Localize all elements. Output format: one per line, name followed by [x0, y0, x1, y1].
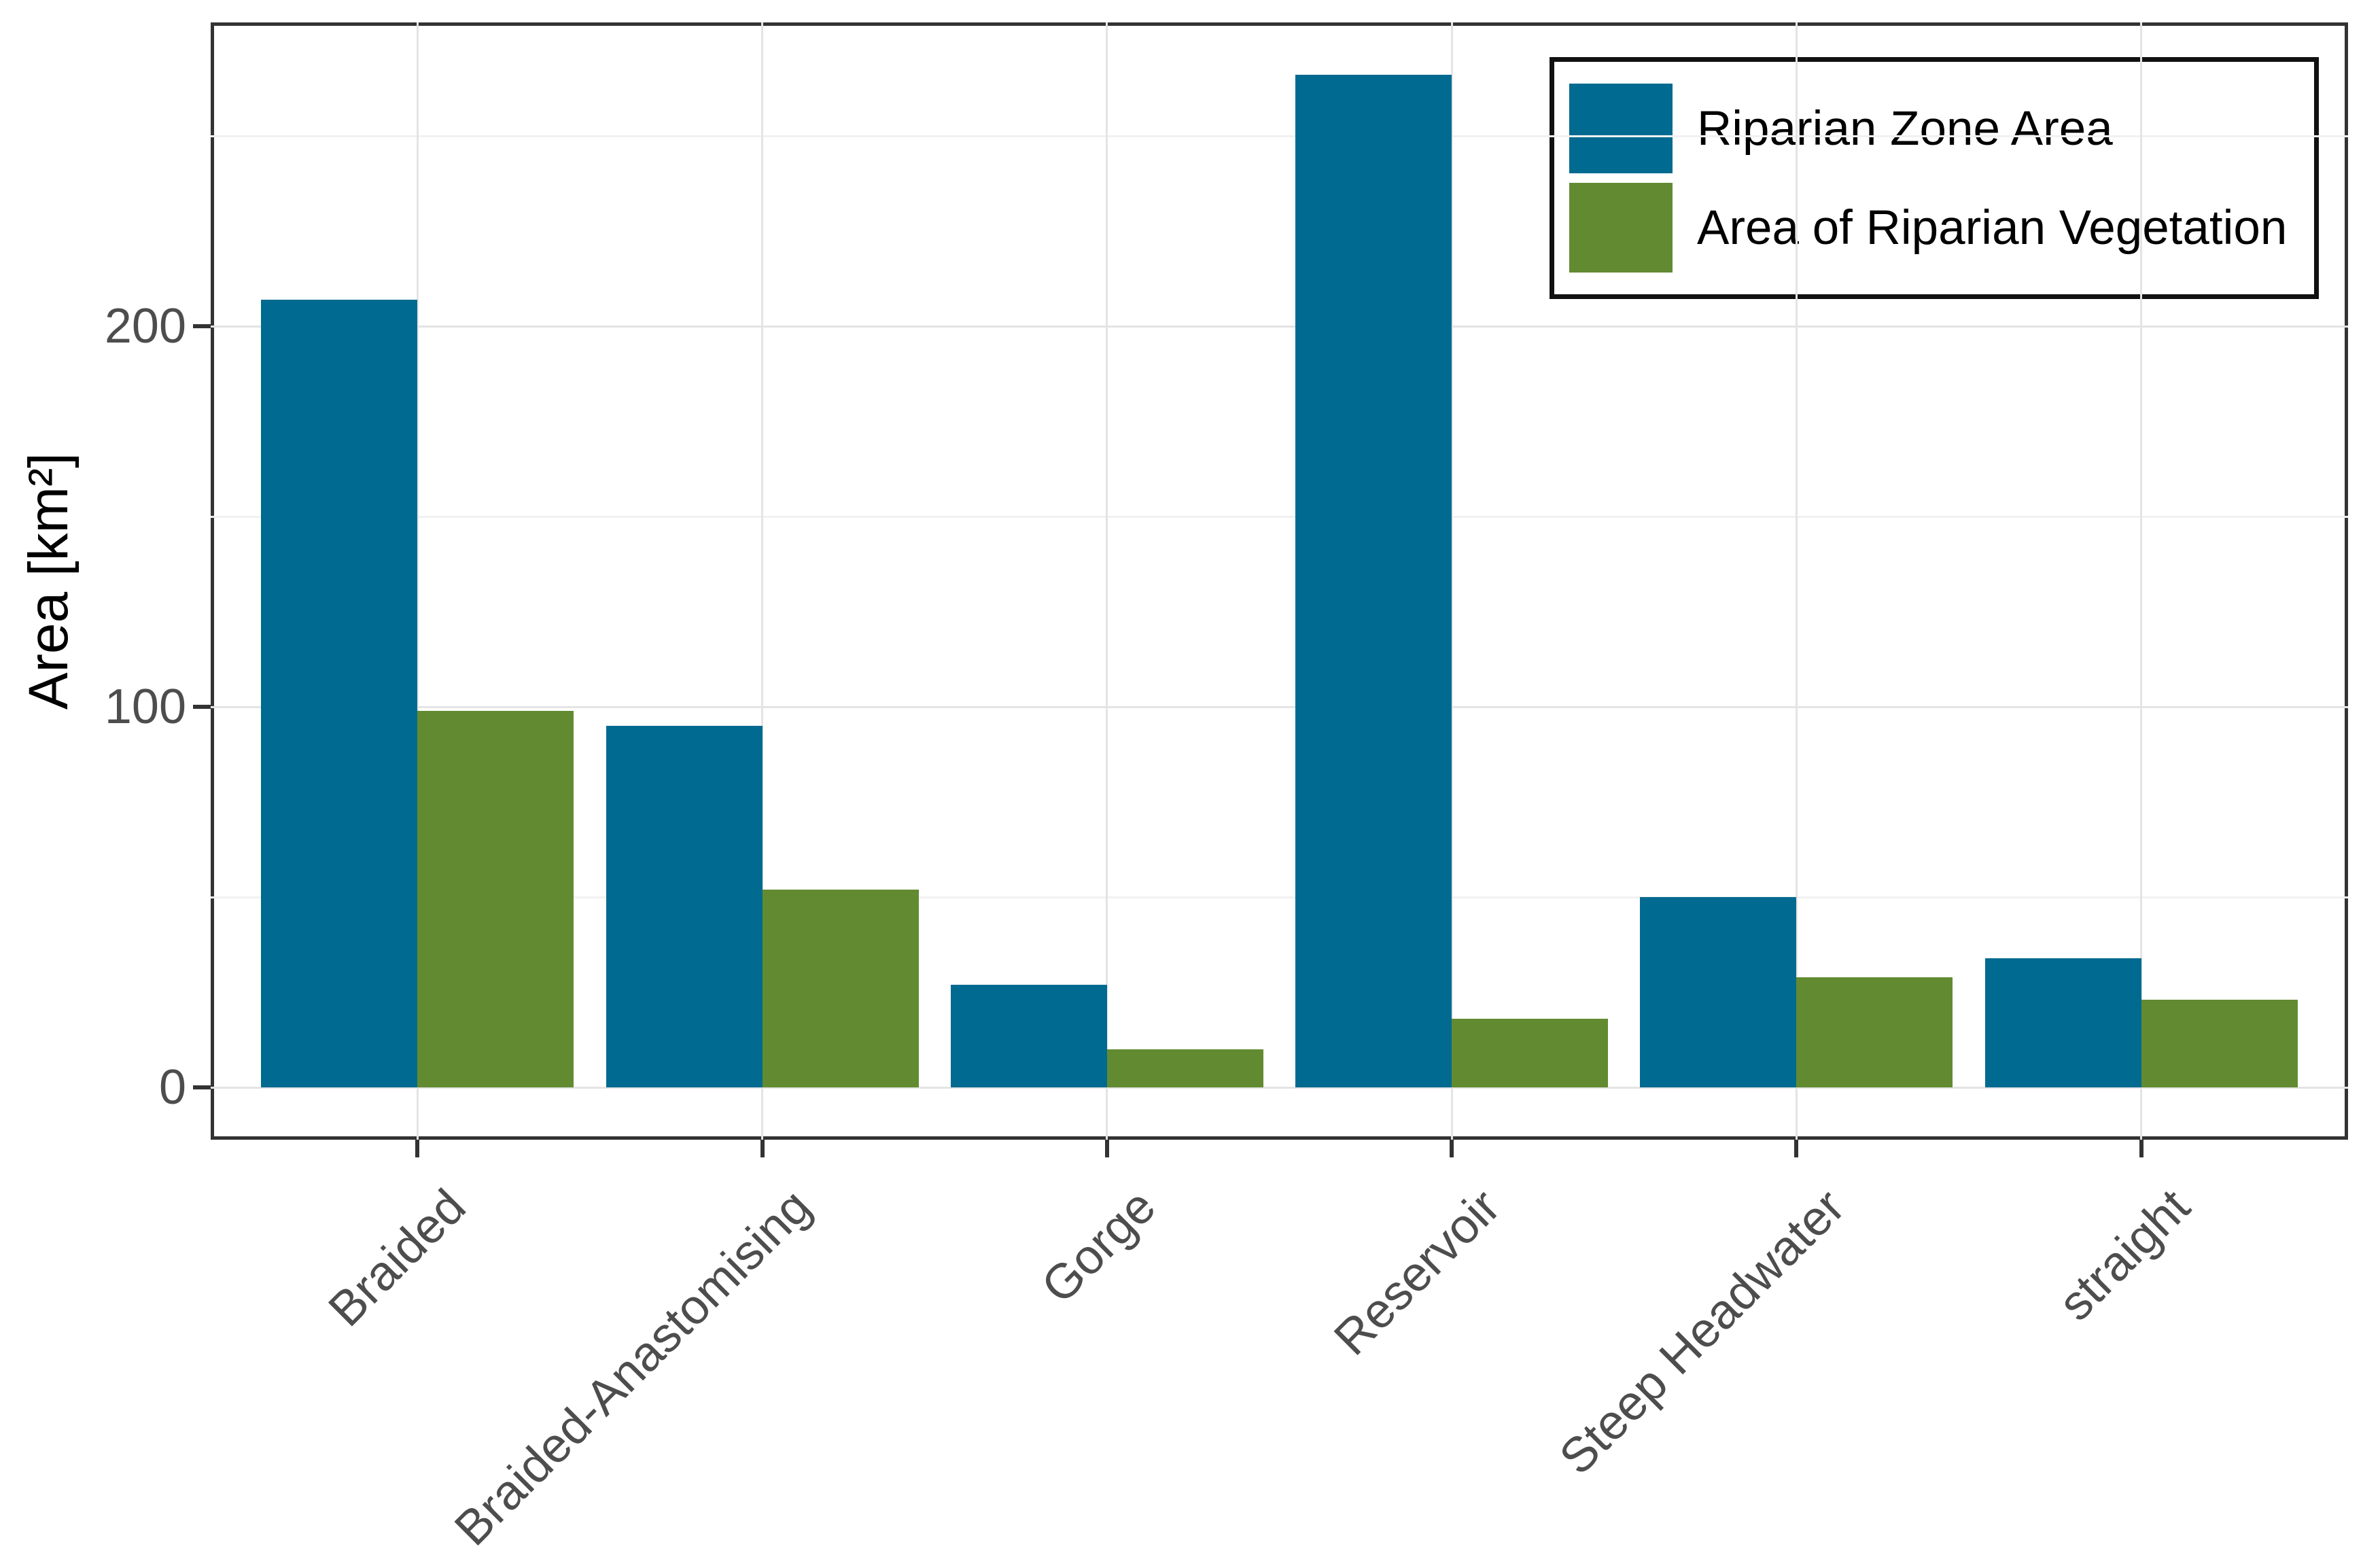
x-tick-mark [1104, 1140, 1109, 1157]
x-tick-label-Braided-Anastomising: Braided-Anastomising [444, 1179, 822, 1556]
x-tick-label-Steep Headwater: Steep Headwater [1549, 1179, 1855, 1485]
x-gridline-major [1450, 22, 1453, 1140]
x-tick-label-Reservoir: Reservoir [1324, 1179, 1511, 1366]
x-tick-label-Gorge: Gorge [1031, 1179, 1166, 1314]
y-axis-title: Area [km²] [18, 452, 80, 710]
x-gridline-major [761, 22, 764, 1140]
bar-riparian-vegetation-Steep Headwater [1796, 977, 1953, 1087]
y-gridline-major [211, 326, 2348, 328]
bar-riparian-vegetation-Gorge [1106, 1049, 1263, 1087]
x-gridline-major [2140, 22, 2143, 1140]
legend-swatch-riparian-vegetation [1569, 183, 1673, 273]
x-tick-mark [415, 1140, 420, 1157]
x-gridline-major [416, 22, 419, 1140]
legend-swatch-riparian-zone-area [1569, 84, 1673, 173]
x-tick-label-Braided: Braided [318, 1179, 476, 1337]
bar-riparian-zone-Braided-Anastomising [606, 726, 763, 1087]
bar-riparian-vegetation-Reservoir [1452, 1019, 1609, 1087]
legend: Riparian Zone Area Area of Riparian Vege… [1550, 57, 2319, 299]
x-tick-mark [760, 1140, 765, 1157]
y-tick-mark [193, 324, 211, 328]
x-gridline-major [1795, 22, 1798, 1140]
bar-riparian-zone-Gorge [950, 984, 1107, 1087]
bar-riparian-zone-Braided [261, 299, 418, 1087]
y-gridline-minor [211, 135, 2348, 137]
bar-riparian-zone-Steep Headwater [1640, 897, 1797, 1087]
x-tick-mark [2139, 1140, 2143, 1157]
legend-entry-riparian-vegetation: Area of Riparian Vegetation [1569, 183, 2314, 273]
legend-entry-riparian-zone-area: Riparian Zone Area [1569, 84, 2314, 173]
y-tick-label: 0 [158, 1060, 186, 1115]
y-tick-label: 200 [104, 299, 186, 353]
x-gridline-major [1106, 22, 1108, 1140]
bar-riparian-zone-straight [1984, 958, 2141, 1087]
bar-riparian-vegetation-Braided [417, 710, 574, 1087]
legend-label-riparian-vegetation: Area of Riparian Vegetation [1697, 200, 2288, 255]
x-tick-mark [1794, 1140, 1799, 1157]
y-gridline-minor [211, 516, 2348, 518]
legend-label-riparian-zone-area: Riparian Zone Area [1697, 101, 2113, 156]
x-tick-mark [1450, 1140, 1454, 1157]
y-gridline-major [211, 706, 2348, 708]
y-gridline-minor [211, 896, 2348, 898]
bar-riparian-zone-Reservoir [1295, 75, 1452, 1087]
x-tick-label-straight: straight [2048, 1179, 2201, 1331]
y-tick-label: 100 [104, 680, 186, 734]
y-tick-mark [193, 1085, 211, 1089]
y-tick-mark [193, 705, 211, 709]
bar-riparian-vegetation-straight [2141, 1000, 2298, 1087]
bar-riparian-vegetation-Braided-Anastomising [762, 889, 919, 1087]
y-gridline-major [211, 1087, 2348, 1089]
